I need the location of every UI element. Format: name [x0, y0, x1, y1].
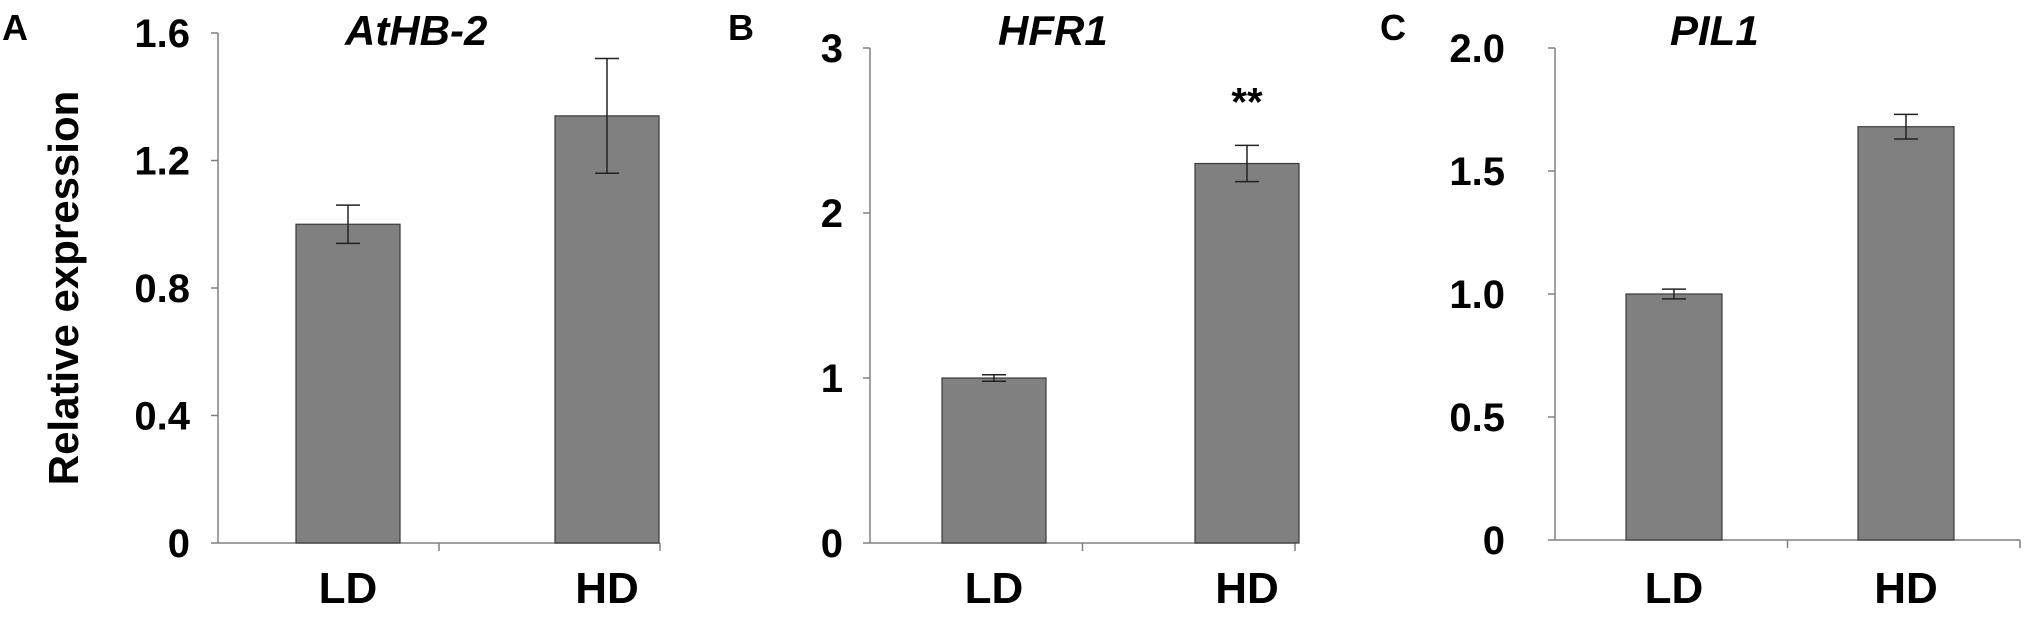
x-category-label: HD: [1874, 564, 1938, 613]
bar-ld: [941, 377, 1047, 544]
y-tick-label: 1.2: [134, 140, 190, 184]
significance-annotation: **: [1231, 80, 1263, 124]
chart-title: HFR1: [998, 7, 1108, 54]
y-tick-label: 0.8: [134, 267, 190, 311]
x-category-label: HD: [575, 564, 639, 613]
bar-ld: [1625, 293, 1723, 541]
chart-title: AtHB-2: [344, 7, 487, 54]
y-tick-label: 0.5: [1449, 396, 1505, 440]
panel-letter-c: C: [1380, 7, 1406, 48]
bar-hd: [1194, 162, 1300, 544]
chart-title: PIL1: [1670, 7, 1759, 54]
x-category-label: LD: [1645, 564, 1704, 613]
bar-ld: [295, 223, 401, 544]
y-tick-label: 0: [1483, 519, 1505, 563]
x-category-label: LD: [965, 564, 1024, 613]
bar-hd: [1857, 126, 1955, 541]
bar-hd: [554, 115, 660, 544]
x-category-label: HD: [1215, 564, 1279, 613]
x-category-label: LD: [319, 564, 378, 613]
y-tick-label: 1.5: [1449, 150, 1505, 194]
y-tick-label: 2.0: [1449, 27, 1505, 71]
y-tick-label: 0: [821, 522, 843, 566]
y-tick-label: 1.6: [134, 12, 190, 56]
y-tick-label: 0: [168, 522, 190, 566]
y-tick-label: 1.0: [1449, 273, 1505, 317]
y-tick-label: 1: [821, 357, 843, 401]
y-tick-label: 0.4: [134, 395, 190, 439]
y-axis-label: Relative expression: [40, 91, 87, 486]
y-tick-label: 2: [821, 192, 843, 236]
panel-letter-b: B: [728, 7, 754, 48]
y-tick-label: 3: [821, 27, 843, 71]
panel-letter-a: A: [2, 7, 28, 48]
